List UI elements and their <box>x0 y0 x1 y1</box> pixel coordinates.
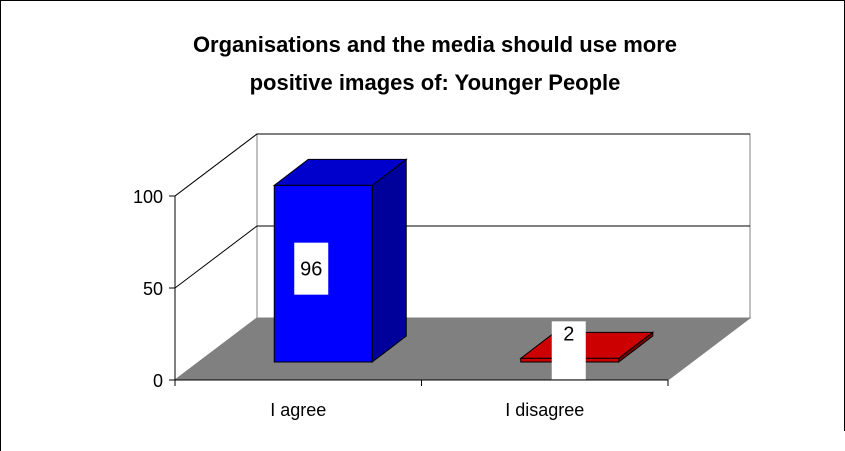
data-label-0-text: 96 <box>300 259 322 281</box>
x-tick-label-1: I disagree <box>505 400 584 420</box>
data-label-1-text: 2 <box>563 323 574 345</box>
data-label-0: 96 <box>294 242 329 295</box>
y-axis-ticks: 0 50 100 <box>133 187 175 391</box>
data-label-1: 2 <box>551 321 586 380</box>
data-label-1-box <box>551 321 586 380</box>
data-labels: 96 2 <box>294 242 586 380</box>
chart-floor <box>173 317 752 381</box>
bar-0 <box>272 158 408 364</box>
chart-title-line-2: positive images of: Younger People <box>250 70 621 95</box>
gridlines <box>174 133 750 289</box>
gridline-1 <box>174 225 750 289</box>
data-label-0-box <box>294 242 329 295</box>
gridline-2 <box>174 133 750 197</box>
bar-0-side <box>371 158 407 364</box>
y-tick-label-1: 50 <box>143 279 163 299</box>
x-tick-label-0: I agree <box>270 400 326 420</box>
x-axis-ticks: I agree I disagree <box>174 380 669 420</box>
chart-title-line-1: Organisations and the media should use m… <box>193 32 677 57</box>
y-tick-label-0: 0 <box>153 371 163 391</box>
y-tick-label-2: 100 <box>133 187 163 207</box>
